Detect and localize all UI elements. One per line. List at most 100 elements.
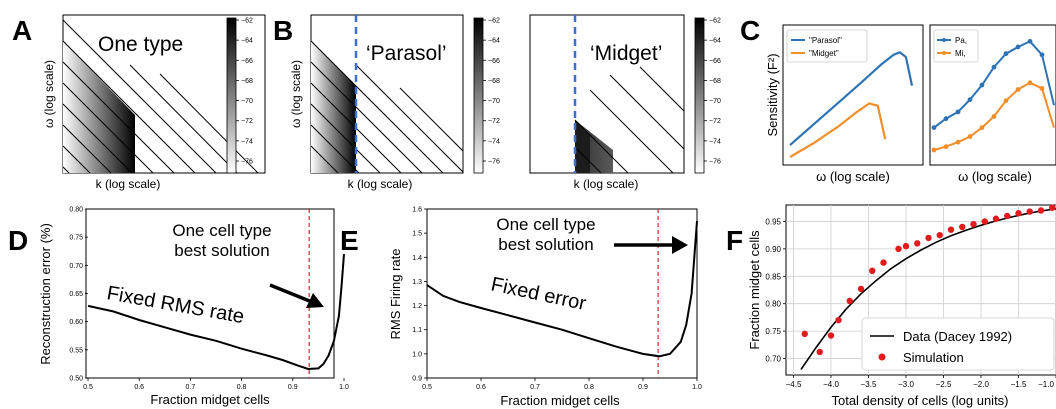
data-point xyxy=(979,82,985,88)
data-point xyxy=(991,64,997,70)
data-point xyxy=(1027,38,1033,44)
legend-swatch-simulation xyxy=(878,353,886,361)
y-tick-label: 0.95 xyxy=(765,217,781,226)
simulation-point xyxy=(857,285,865,293)
colorbar-tick-label: −70 xyxy=(241,98,253,105)
x-tick-label: −3.0 xyxy=(898,380,914,389)
simulation-point xyxy=(914,240,921,247)
data-point xyxy=(967,134,973,139)
y-tick-label: 0.75 xyxy=(765,327,781,336)
colorbar-tick-label: −64 xyxy=(241,38,253,45)
colorbar-tick-label: −68 xyxy=(709,78,721,85)
data-point xyxy=(1015,87,1021,92)
legend-label-simulation: Simulation xyxy=(903,350,964,365)
legend-label-mi: Mi, xyxy=(955,49,966,58)
x-tick-label: −1.0 xyxy=(1038,380,1054,389)
simulation-point xyxy=(970,220,977,228)
colorbar-tick-label: −64 xyxy=(709,38,721,45)
heatmap-b2-annotation: ‘Midget’ xyxy=(590,42,662,65)
simulation-point xyxy=(827,332,835,339)
colorbar-gradient xyxy=(226,17,237,174)
chart-c-left: "Parasol" "Midget" ω (log scale) Sensiti… xyxy=(765,24,924,184)
series-line xyxy=(426,221,698,358)
data-point xyxy=(1003,98,1009,104)
data-point xyxy=(1039,52,1045,58)
x-tick-label: 0.5 xyxy=(422,384,432,391)
y-tick-label: 0.85 xyxy=(765,272,781,281)
simulation-point xyxy=(947,226,955,233)
heatmap-a-annotation: One type xyxy=(98,33,183,56)
simulation-point xyxy=(925,234,932,242)
colorbar-tick-label: −76 xyxy=(709,159,721,166)
data-point xyxy=(931,147,937,153)
chart-e-ylabel: RMS Firing rate xyxy=(388,248,403,339)
y-tick-label: 1.3 xyxy=(412,279,422,286)
colorbar-tick-label: −66 xyxy=(488,58,500,65)
data-point xyxy=(979,125,985,130)
legend-label-pa: Pa, xyxy=(955,36,967,45)
simulation-point xyxy=(1015,210,1022,217)
heatmap-b-parasol: ‘Parasol’ k (log scale) ω (log scale) xyxy=(289,14,464,191)
chart-d-annotation-2: best solution xyxy=(174,241,269,260)
simulation-point xyxy=(992,215,1000,222)
x-tick-label: 0.6 xyxy=(476,384,486,391)
y-tick-label: 0.70 xyxy=(69,263,83,270)
legend-label-data: Data (Dacey 1992) xyxy=(903,329,1012,344)
series-line xyxy=(87,254,345,371)
colorbar-tick-label: −72 xyxy=(488,118,500,125)
heatmap-a-gradient xyxy=(63,41,135,173)
chart-d-annotation-1: One cell type xyxy=(172,221,271,240)
y-tick-label: 1.1 xyxy=(412,327,422,334)
y-tick-label: 1.2 xyxy=(412,303,422,310)
chart-d-arrow xyxy=(269,283,313,304)
data-point xyxy=(991,114,997,119)
y-tick-label: 1.6 xyxy=(412,207,422,214)
colorbar-tick-label: −62 xyxy=(709,18,721,25)
colorbar-b: −62 −64 −66 −68 −70 −72 −74 −76 xyxy=(473,17,500,174)
simulation-point xyxy=(1004,212,1011,220)
y-tick-label: 1.0 xyxy=(412,351,422,358)
chart-e-annotation-1: One cell type xyxy=(496,215,595,234)
data-point xyxy=(1039,86,1045,91)
chart-c-left-xlabel: ω (log scale) xyxy=(816,169,890,184)
simulation-point xyxy=(1037,207,1045,214)
heatmap-b2-diagonals xyxy=(574,66,684,173)
x-tick-label: 0.6 xyxy=(134,384,144,391)
x-tick-label: −2.5 xyxy=(936,380,952,389)
colorbar-a: −62 −64 −66 −68 −70 −72 −74 −76 xyxy=(226,17,253,174)
simulation-point xyxy=(835,316,842,324)
chart-d-xlabel: Fraction midget cells xyxy=(150,392,270,407)
legend-label-parasol: "Parasol" xyxy=(809,36,842,45)
series-line-parasol xyxy=(789,51,914,146)
data-point xyxy=(955,109,961,115)
x-tick-label: 0.8 xyxy=(237,384,247,391)
chart-e-annotation-2: best solution xyxy=(498,235,593,254)
heatmap-b2-xlabel: k (log scale) xyxy=(574,177,639,191)
heatmap-a-xlabel: k (log scale) xyxy=(96,177,161,191)
colorbar-tick-label: −70 xyxy=(709,98,721,105)
data-point xyxy=(943,144,949,150)
data-point xyxy=(1027,80,1033,86)
x-tick-label: −4.5 xyxy=(786,380,802,389)
simulation-point xyxy=(816,348,823,356)
colorbar-tick-label: −68 xyxy=(241,78,253,85)
colorbar-b2: −62 −64 −66 −68 −70 −72 −74 −76 xyxy=(694,17,721,174)
simulation-point xyxy=(936,231,943,239)
panel-letter-c: C xyxy=(740,15,760,46)
colorbar-gradient xyxy=(694,17,705,174)
colorbar-tick-label: −64 xyxy=(488,38,500,45)
y-tick-label: 0.9 xyxy=(412,376,422,383)
panel-letter-d: D xyxy=(8,225,28,256)
heatmap-b-gradient xyxy=(311,41,356,173)
x-tick-label: 0.8 xyxy=(584,384,594,391)
colorbar-tick-label: −76 xyxy=(488,159,500,166)
panel-letter-f: F xyxy=(726,225,743,256)
heatmap-b-ylabel: ω (log scale) xyxy=(289,60,303,128)
y-tick-label: 0.80 xyxy=(765,300,781,309)
simulation-point xyxy=(880,259,887,266)
y-tick-label: 1.5 xyxy=(412,231,422,238)
colorbar-gradient xyxy=(473,17,484,174)
colorbar-tick-label: −68 xyxy=(488,78,500,85)
panel-letter-b: B xyxy=(273,15,293,46)
